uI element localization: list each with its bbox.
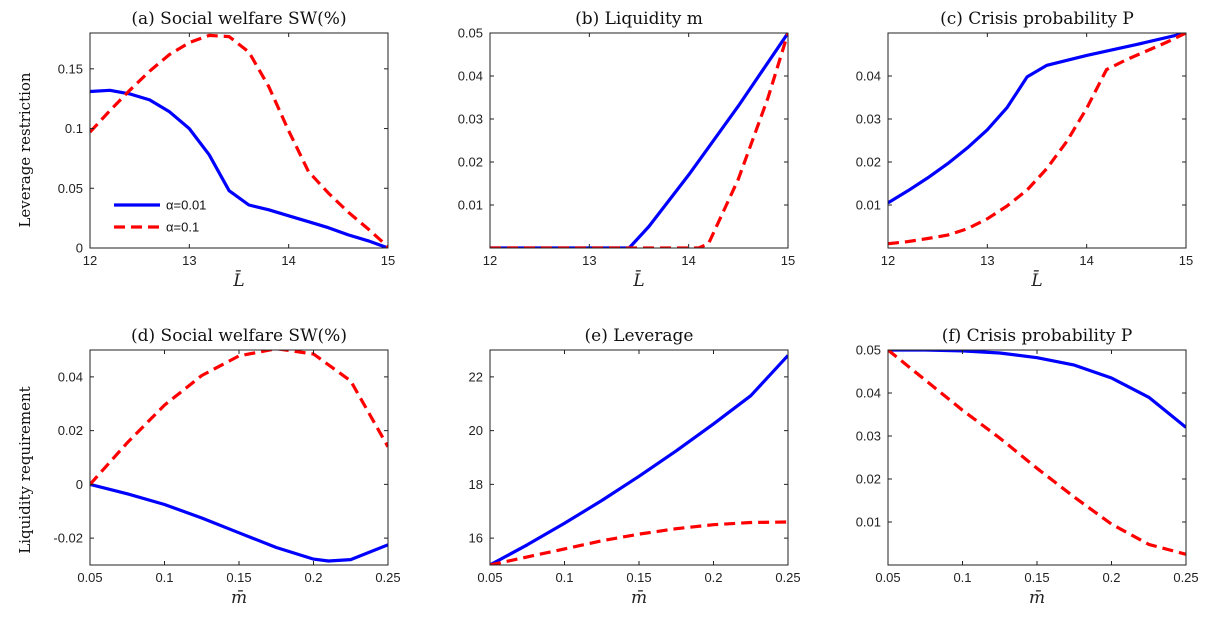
y-tick-label: 18 [469,477,483,492]
y-tick-label: 0.04 [856,386,881,401]
y-tick-label: 0.02 [856,472,881,487]
series-line-alpha-001 [888,33,1186,205]
x-tick-label: 0.2 [704,570,722,585]
y-tick-label: 16 [469,531,483,546]
x-tick-label: 15 [1179,253,1193,268]
plot-frame [89,32,389,249]
series-line-alpha-01 [888,350,1186,556]
y-tick-label: 0.02 [58,423,83,438]
series-line-alpha-001 [888,350,1186,429]
x-tick-label: 13 [182,253,196,268]
y-tick-label: 0.03 [856,429,881,444]
y-tick-label: 0.03 [856,112,881,127]
x-tick-label: 14 [1079,253,1093,268]
y-tick-label: 0 [76,477,83,492]
row-label-bottom: Liquidity requirement [16,386,34,553]
chart-title: (d) Social welfare SW(%) [131,326,347,346]
series-line-alpha-001 [490,33,788,248]
y-tick-label: 0.03 [458,112,483,127]
x-axis-label: m̄ [231,588,247,608]
y-tick-label: 0.04 [58,369,83,384]
x-tick-label: 12 [483,253,497,268]
x-tick-label: 0.05 [477,570,502,585]
series-line-alpha-01 [90,33,388,248]
y-tick-label: 0.15 [58,61,83,76]
series-line-alpha-01 [90,350,388,486]
plot-frame [887,32,1187,249]
series-line-alpha-001 [90,88,388,248]
x-tick-label: 0.2 [1102,570,1120,585]
y-tick-label: 0.05 [856,343,881,358]
series-line-alpha-01 [490,520,788,565]
chart-panel-2: (c) Crisis probability P 12 13 14 15 0.01 0.02… [856,9,1194,291]
y-tick-label: 0.02 [856,155,881,170]
series-line-alpha-001 [490,354,788,565]
y-tick-label: 20 [469,423,483,438]
x-axis-label: m̄ [631,588,647,608]
y-tick-label: 0.05 [458,26,483,41]
y-tick-label: 0.01 [856,515,881,530]
y-tick-label: 0 [76,241,83,256]
series-line-alpha-01 [888,33,1186,246]
series-line-alpha-01 [490,33,788,248]
x-tick-label: 0.05 [77,570,102,585]
legend: α=0.01 α=0.1 [114,198,206,235]
x-tick-label: 13 [980,253,994,268]
chart-title: (b) Liquidity m [575,9,703,29]
x-axis-label: m̄ [1029,588,1045,608]
x-tick-label: 0.25 [775,570,800,585]
y-tick-label: 0.01 [856,198,881,213]
series-line-alpha-001 [90,482,388,563]
x-tick-label: 0.05 [875,570,900,585]
y-tick-label: 0.05 [58,181,83,196]
x-tick-label: 13 [582,253,596,268]
legend-label: α=0.1 [166,220,199,235]
x-tick-label: 14 [281,253,295,268]
x-tick-label: 0.1 [953,570,971,585]
chart-panel-5: (f) Crisis probability P 0.05 0.1 0.15 0.2 0.… [856,326,1199,608]
x-tick-label: 12 [83,253,97,268]
chart-panel-0: (a) Social welfare SW(%) 12 13 14 15 0 0.05 0.1… [58,9,396,291]
chart-title: (e) Leverage [585,326,694,346]
chart-panel-4: (e) Leverage 0.05 0.1 0.15 0.2 0.25 16 18 20 22 m̄ [469,326,801,608]
plot-frame [489,349,789,566]
plot-frame [489,32,789,249]
row-label-top: Leverage restriction [16,72,34,228]
x-tick-label: 15 [781,253,795,268]
x-axis-label: L̄ [1030,269,1042,291]
x-tick-label: 15 [381,253,395,268]
legend-label: α=0.01 [166,198,206,213]
chart-panel-1: (b) Liquidity m 12 13 14 15 0.01 0.02 0.03 0.04 0… [458,9,796,291]
chart-title: (c) Crisis probability P [940,9,1134,29]
x-tick-label: 0.15 [226,570,251,585]
y-tick-label: 0.01 [458,198,483,213]
chart-title: (a) Social welfare SW(%) [131,9,346,29]
chart-title: (f) Crisis probability P [942,326,1133,346]
y-tick-label: -0.02 [53,531,83,546]
y-tick-label: 0.1 [65,121,83,136]
x-axis-label: L̄ [632,269,644,291]
x-tick-label: 0.15 [1024,570,1049,585]
y-tick-label: 0.04 [458,69,483,84]
x-tick-label: 0.25 [375,570,400,585]
x-axis-label: L̄ [232,269,244,291]
x-tick-label: 0.1 [555,570,573,585]
x-tick-label: 12 [881,253,895,268]
plot-frame [887,349,1187,566]
chart-panel-3: (d) Social welfare SW(%) 0.05 0.1 0.15 0.2 0.… [53,326,400,608]
x-tick-label: 0.2 [304,570,322,585]
y-tick-label: 0.02 [458,155,483,170]
x-tick-label: 0.15 [626,570,651,585]
panels: (a) Social welfare SW(%) 12 13 14 15 0 0.05 0.1… [53,9,1198,608]
y-tick-label: 0.04 [856,69,881,84]
x-tick-label: 0.25 [1173,570,1198,585]
x-tick-label: 0.1 [155,570,173,585]
x-tick-label: 14 [681,253,695,268]
y-tick-label: 22 [469,369,483,384]
